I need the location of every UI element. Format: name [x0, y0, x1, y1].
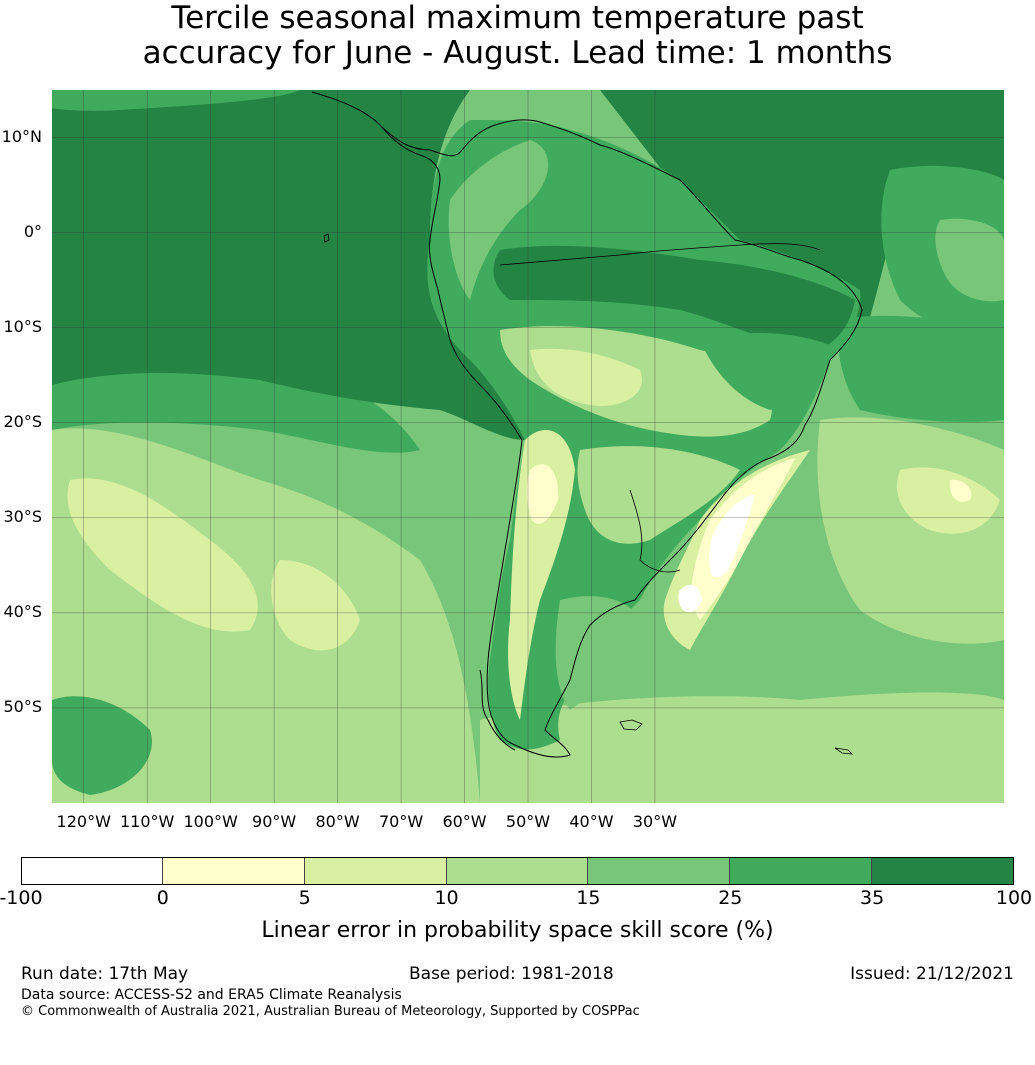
- colorbar-tick-label: 10: [434, 887, 459, 909]
- latitude-label: 20°S: [3, 411, 42, 431]
- latitude-label: 30°S: [3, 506, 42, 526]
- falkland-islands: [619, 719, 643, 731]
- graticule: [52, 90, 1004, 803]
- longitude-label: 50°W: [505, 812, 551, 831]
- central-lighter: [530, 348, 642, 406]
- longitude-label: 40°W: [569, 812, 614, 831]
- north-atlantic-dark: [600, 90, 1004, 350]
- south-pacific-lighter: [67, 478, 258, 632]
- chile-fjords: [479, 669, 516, 751]
- galapagos-island: [323, 233, 330, 243]
- issued-date: Issued: 21/12/2021: [850, 964, 1014, 984]
- andes-south-yellow: [526, 464, 559, 524]
- atlantic-coast-white2: [678, 584, 702, 613]
- tropical-pacific-dark: [52, 90, 525, 440]
- colorbar: [21, 857, 1014, 885]
- longitude-label: 30°W: [632, 812, 678, 831]
- colorbar-tick-label: 100: [995, 887, 1033, 909]
- colorbar-tick-label: 25: [718, 887, 743, 909]
- colorbar-segment: [304, 858, 447, 884]
- south-atl-lighter: [896, 467, 1000, 534]
- la-plata-light: [577, 446, 740, 544]
- south-georgia: [834, 747, 854, 755]
- amazon-dark: [493, 245, 855, 350]
- patagonia-coast-light: [559, 714, 700, 764]
- title-line-2: accuracy for June - August. Lead time: 1…: [142, 35, 893, 71]
- longitude-label: 70°W: [378, 812, 424, 831]
- title-line-1: Tercile seasonal maximum temperature pas…: [171, 0, 864, 36]
- map-area: 10°N 0° 10°S 20°S 30°S 40°S 50°S 120°W 110°W 100…: [1, 90, 1004, 831]
- run-date: Run date: 17th May: [21, 964, 189, 984]
- longitude-label: 100°W: [183, 812, 238, 831]
- bottom-left-dark: [52, 696, 152, 795]
- andes-south-light: [508, 430, 575, 720]
- colorbar-tick-label: -100: [0, 887, 43, 909]
- colorbar-label: Linear error in probability space skill …: [261, 918, 774, 943]
- colorbar-segment: [21, 858, 163, 884]
- ocean-lighter-patch: [949, 479, 972, 502]
- colorbar-segment: [162, 858, 305, 884]
- colorbar-segment: [588, 858, 731, 884]
- andes-light: [448, 140, 549, 300]
- atlantic-coast-white: [709, 495, 755, 578]
- colorbar-frame: [21, 857, 1014, 885]
- la-plata-river: [629, 489, 681, 573]
- data-source: Data source: ACCESS-S2 and ERA5 Climate …: [21, 987, 402, 1003]
- skill-map: [52, 90, 1004, 803]
- latitude-label: 0°: [23, 221, 42, 241]
- colorbar-tick-label: 35: [860, 887, 885, 909]
- colorbar-segment: [446, 858, 589, 884]
- longitude-label: 110°W: [120, 812, 175, 831]
- longitude-label: 120°W: [56, 812, 111, 831]
- longitude-label: 60°W: [442, 812, 487, 831]
- colorbar-tick-label: 0: [156, 887, 169, 909]
- coastline: [311, 91, 863, 758]
- pacific-top-light: [52, 90, 300, 111]
- colorbar-tick-label: 15: [576, 887, 601, 909]
- colorbar-tick-label: 5: [298, 887, 311, 909]
- copyright: © Commonwealth of Australia 2021, Austra…: [21, 1004, 640, 1019]
- latitude-label: 10°S: [3, 316, 42, 336]
- patagonia-mid: [555, 596, 640, 710]
- amazon-river: [499, 243, 821, 266]
- longitude-label: 80°W: [315, 812, 360, 831]
- colorbar-segment: [872, 858, 1014, 884]
- atl-mid-dark: [838, 315, 1004, 422]
- colorbar-segment: [730, 858, 873, 884]
- brazil-coast-dark: [700, 333, 830, 410]
- latitude-label: 40°S: [3, 601, 42, 621]
- atlantic-coast-yellow: [691, 458, 795, 620]
- base-period: Base period: 1981-2018: [409, 964, 614, 984]
- latitude-label: 10°N: [1, 126, 42, 146]
- latitude-label: 50°S: [3, 696, 42, 716]
- atl-east-light: [935, 218, 1004, 302]
- longitude-label: 90°W: [252, 812, 297, 831]
